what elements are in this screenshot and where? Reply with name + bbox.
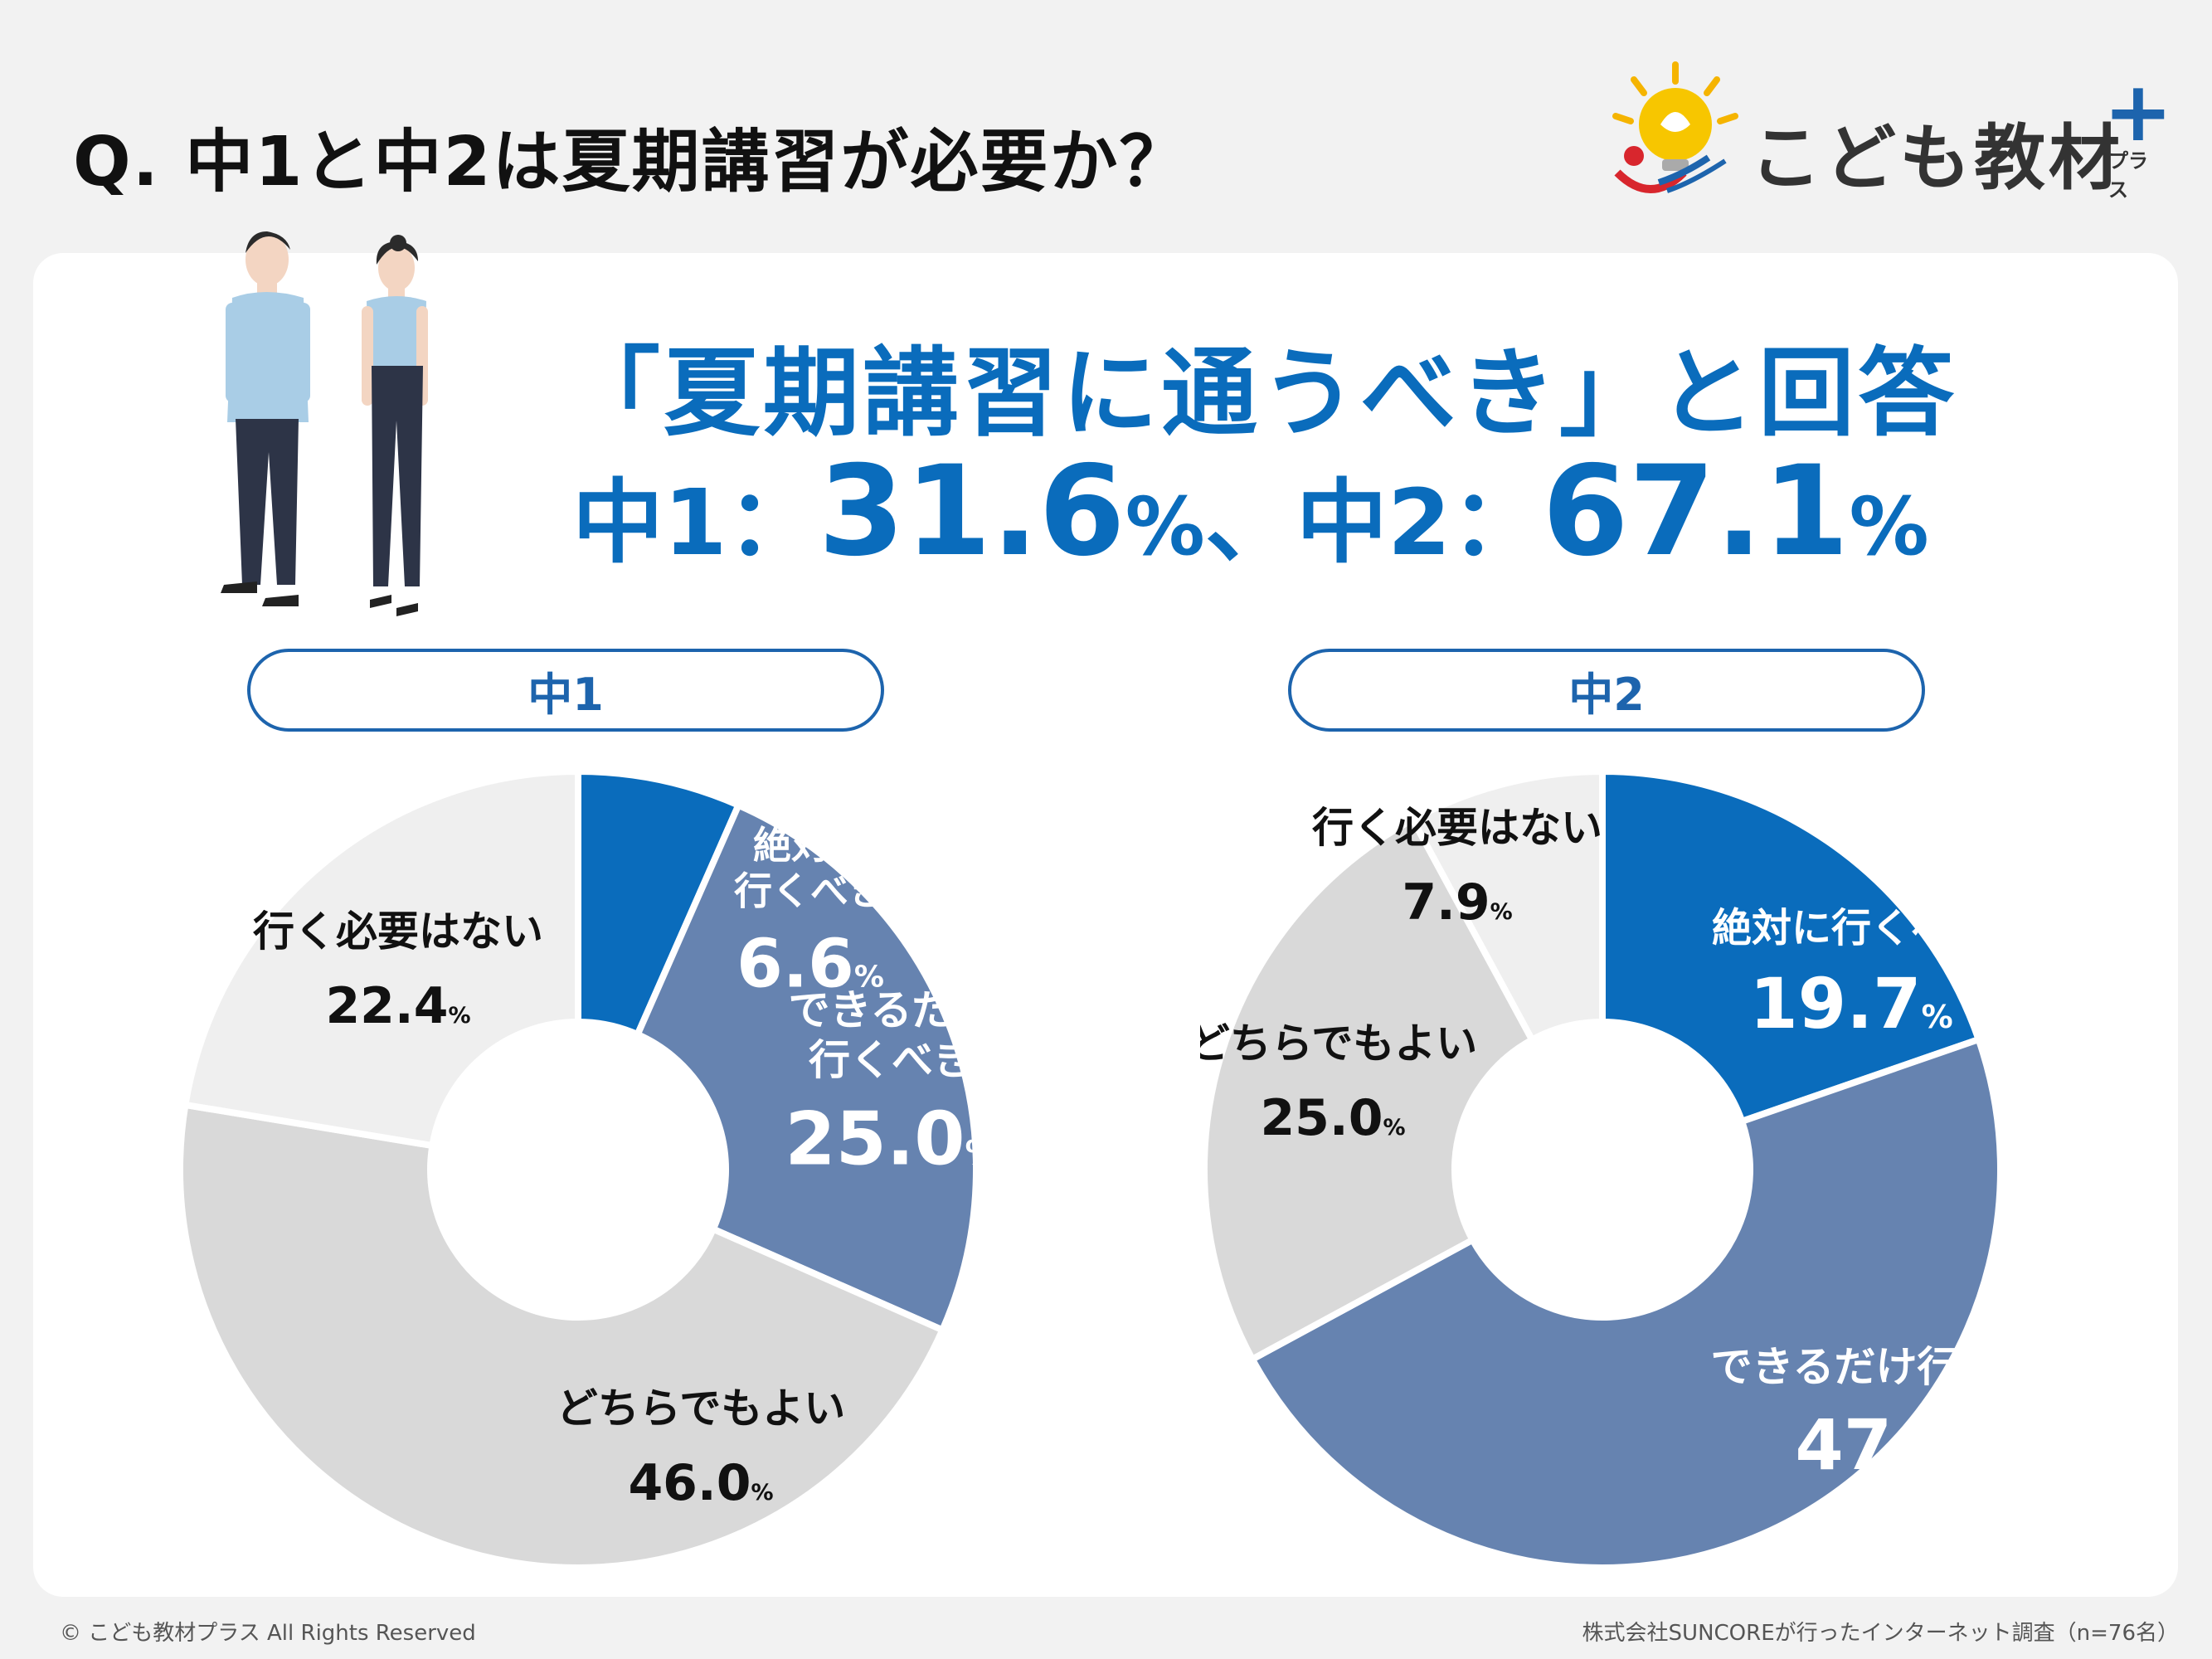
slice-category-label: 行く必要はない bbox=[1312, 804, 1602, 852]
slice-category-label: どちらでもよい bbox=[557, 1384, 846, 1433]
slice-value-label: 46.0% bbox=[628, 1454, 773, 1512]
slice-value-label: 25.0% bbox=[785, 1096, 980, 1181]
stat-separator: 、 bbox=[1204, 469, 1296, 576]
brand-logo: こども教材 + プラス bbox=[1601, 58, 2173, 207]
slice-value-label: 25.0% bbox=[1260, 1089, 1405, 1147]
source-note: 株式会社SUNCOREが行ったインターネット調査（n=76名） bbox=[1582, 1621, 2179, 1646]
slice-label-1: 絶対に行くべき 19.7% bbox=[1712, 905, 1991, 1044]
donut-slice-3 bbox=[177, 1101, 947, 1571]
lightbulb-icon bbox=[1612, 61, 1738, 193]
donut-slice-1 bbox=[1599, 767, 1983, 1126]
slice-category-label: 行くべき bbox=[734, 868, 887, 913]
stat-label-2: 中2： bbox=[1296, 469, 1543, 576]
slice-label-3: どちらでもよい 25.0% bbox=[1200, 1019, 1477, 1147]
slice-category-label: 行く必要はない bbox=[253, 907, 543, 956]
donut-chart-1: 絶対に行くべき6.6%できるだけ行くべき25.0%どちらでもよい46.0%行く必… bbox=[177, 767, 980, 1571]
donut-slice-4 bbox=[181, 767, 581, 1150]
stat-value-1: 31.6 bbox=[818, 440, 1125, 584]
summary-stats: 中1：31.6%、中2：67.1% bbox=[572, 440, 1929, 584]
slice-value-label: 6.6% bbox=[737, 925, 884, 1002]
slice-category-label: 絶対に bbox=[753, 823, 868, 868]
slice-category-label: できるだけ bbox=[789, 986, 981, 1034]
people-illustration bbox=[221, 231, 428, 616]
donut-slice-2 bbox=[633, 800, 980, 1335]
slice-label-3: どちらでもよい 46.0% bbox=[557, 1384, 846, 1512]
man-figure bbox=[221, 231, 310, 606]
slice-value-label: 22.4% bbox=[325, 977, 470, 1035]
logo-plus-glyph: + bbox=[2103, 63, 2173, 160]
donut-slice-3 bbox=[1201, 815, 1537, 1365]
logo-suffix: プラス bbox=[2108, 149, 2148, 202]
slice-category-label: 絶対に行くべき bbox=[1712, 905, 1991, 951]
woman-figure bbox=[362, 235, 428, 616]
slice-label-1: 絶対に行くべき 6.6% bbox=[734, 823, 887, 1002]
stat-unit-1: % bbox=[1125, 480, 1205, 573]
stat-label-1: 中1： bbox=[572, 469, 819, 576]
slice-label-4: 行く必要はない 22.4% bbox=[253, 907, 543, 1035]
stat-unit-2: % bbox=[1849, 480, 1929, 573]
slice-category-label: どちらでもよい bbox=[1200, 1019, 1477, 1068]
slice-value-label: 7.9% bbox=[1402, 873, 1512, 932]
chart-title-pill-1: 中1 bbox=[247, 649, 884, 732]
donut-slice-4 bbox=[1407, 767, 1606, 1044]
slice-category-label: 行くべき bbox=[809, 1036, 975, 1084]
copyright-text: © こども教材プラス All Rights Reserved bbox=[60, 1621, 476, 1646]
headline: 「夏期講習に通うべき」と回答 bbox=[564, 338, 1957, 450]
slice-value-label: 19.7% bbox=[1749, 963, 1952, 1044]
slice-label-4: 行く必要はない 7.9% bbox=[1312, 804, 1602, 932]
slice-value-label: 47.4% bbox=[1795, 1404, 1998, 1486]
page-title: Q. 中1と中2は夏期講習が必要か？ bbox=[73, 123, 1189, 202]
stat-value-2: 67.1 bbox=[1542, 440, 1850, 584]
donut-slice-2 bbox=[1247, 1035, 2004, 1571]
chart-title-pill-2: 中2 bbox=[1288, 649, 1925, 732]
logo-text: こども教材 bbox=[1750, 117, 2123, 200]
